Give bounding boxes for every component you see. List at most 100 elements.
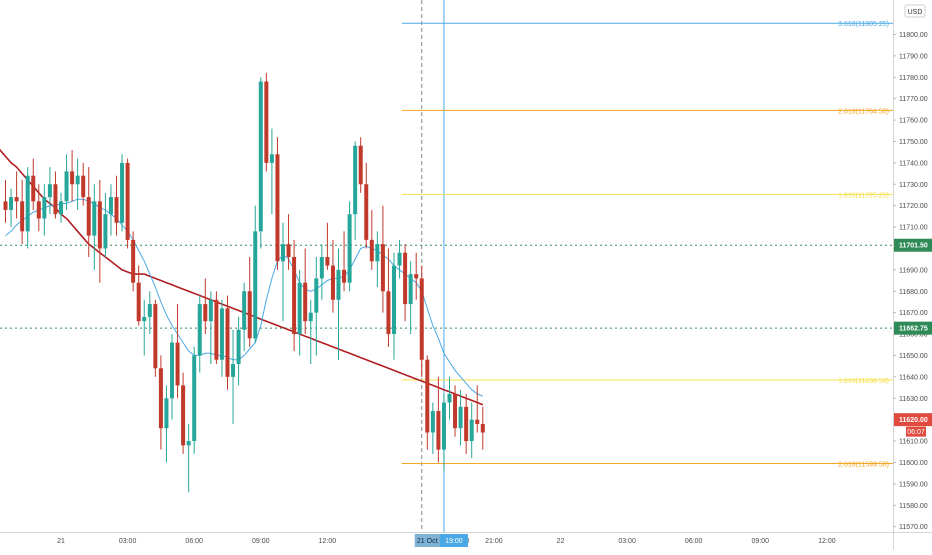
- time-tag: [439, 534, 468, 547]
- x-tick-label: 03:00: [618, 538, 636, 545]
- candle-body[interactable]: [436, 411, 441, 450]
- candle-body[interactable]: [142, 316, 147, 322]
- candle-body[interactable]: [31, 175, 36, 202]
- candle-body[interactable]: [281, 244, 285, 262]
- candle-body[interactable]: [70, 171, 75, 185]
- candle-body[interactable]: [120, 162, 125, 223]
- candle-body[interactable]: [375, 244, 380, 262]
- y-tick-label: 11730.00: [899, 182, 928, 189]
- candle-body[interactable]: [275, 154, 280, 262]
- candle-body[interactable]: [175, 342, 180, 386]
- price-axis[interactable]: [893, 0, 932, 532]
- candle-body[interactable]: [319, 257, 324, 279]
- candle-body[interactable]: [42, 197, 47, 219]
- candle-body[interactable]: [36, 201, 41, 219]
- candle-body[interactable]: [136, 282, 141, 322]
- candle-body[interactable]: [414, 274, 419, 279]
- candle-body[interactable]: [364, 184, 369, 240]
- candle-body[interactable]: [97, 201, 102, 249]
- candle-body[interactable]: [297, 282, 302, 335]
- candle-body[interactable]: [158, 368, 163, 429]
- candle-body[interactable]: [392, 265, 396, 335]
- candle-body[interactable]: [330, 265, 335, 300]
- candle-body[interactable]: [419, 278, 424, 360]
- candle-body[interactable]: [453, 393, 458, 429]
- x-tick-label: 06:00: [185, 538, 203, 545]
- candle-body[interactable]: [353, 145, 358, 215]
- candle-body[interactable]: [264, 81, 269, 163]
- candle-body[interactable]: [170, 342, 174, 399]
- candle-body[interactable]: [441, 402, 446, 450]
- candle-body[interactable]: [403, 252, 408, 305]
- candle-body[interactable]: [253, 231, 258, 339]
- candle-body[interactable]: [103, 214, 108, 249]
- candle-body[interactable]: [258, 81, 263, 232]
- candle-body[interactable]: [336, 269, 341, 300]
- candle-body[interactable]: [197, 304, 202, 356]
- candle-body[interactable]: [386, 291, 391, 335]
- y-tick-label: 11690.00: [899, 267, 928, 274]
- candle-body[interactable]: [125, 162, 130, 240]
- candle-body[interactable]: [92, 201, 97, 236]
- candle-body[interactable]: [425, 359, 430, 433]
- candle-body[interactable]: [81, 175, 86, 198]
- candle-body[interactable]: [380, 244, 385, 292]
- candle-body[interactable]: [53, 184, 58, 215]
- candle-body[interactable]: [208, 299, 213, 322]
- candle-body[interactable]: [164, 398, 169, 429]
- candle-body[interactable]: [3, 201, 8, 210]
- candle-body[interactable]: [203, 304, 208, 322]
- candle-body[interactable]: [430, 411, 435, 433]
- candle-body[interactable]: [247, 291, 252, 339]
- candle-body[interactable]: [308, 312, 313, 322]
- candle-body[interactable]: [358, 145, 363, 185]
- candle-body[interactable]: [25, 175, 30, 232]
- candle-body[interactable]: [214, 299, 219, 360]
- candle-body[interactable]: [114, 197, 119, 223]
- candle-body[interactable]: [303, 282, 308, 322]
- x-tick-label: 12:00: [319, 538, 337, 545]
- candle-body[interactable]: [408, 274, 413, 305]
- candle-body[interactable]: [475, 419, 480, 424]
- candle-body[interactable]: [86, 197, 91, 236]
- candle-body[interactable]: [286, 244, 291, 258]
- candle-body[interactable]: [464, 406, 469, 442]
- candle-body[interactable]: [231, 364, 236, 377]
- candle-body[interactable]: [292, 257, 297, 335]
- candle-body[interactable]: [458, 406, 463, 429]
- candle-body[interactable]: [75, 175, 80, 185]
- candle-body[interactable]: [347, 214, 352, 283]
- plot-area[interactable]: [0, 0, 893, 532]
- candle-body[interactable]: [153, 304, 158, 369]
- candle-body[interactable]: [131, 239, 136, 283]
- x-tick-label: 22: [557, 538, 565, 545]
- candle-body[interactable]: [325, 257, 330, 266]
- candle-body[interactable]: [47, 184, 52, 198]
- x-tick-label: 21: [57, 538, 65, 545]
- candle-body[interactable]: [186, 441, 191, 446]
- candle-body[interactable]: [314, 278, 319, 313]
- candle-body[interactable]: [397, 252, 402, 266]
- candle-body[interactable]: [181, 385, 186, 446]
- candle-body[interactable]: [219, 308, 224, 360]
- candle-body[interactable]: [447, 393, 452, 403]
- candle-body[interactable]: [342, 269, 347, 283]
- candle-body[interactable]: [14, 197, 19, 202]
- currency-badge[interactable]: [904, 4, 926, 18]
- candle-body[interactable]: [20, 201, 25, 232]
- candle-body[interactable]: [192, 355, 197, 442]
- candle-body[interactable]: [242, 291, 247, 330]
- candle-body[interactable]: [9, 197, 14, 210]
- candle-body[interactable]: [225, 308, 230, 377]
- candle-body[interactable]: [269, 154, 274, 163]
- candle-body[interactable]: [369, 239, 374, 262]
- candle-body[interactable]: [108, 197, 113, 215]
- candle-body[interactable]: [59, 201, 63, 215]
- candle-body[interactable]: [469, 419, 474, 442]
- candle-body[interactable]: [147, 304, 152, 317]
- candle-body[interactable]: [64, 171, 69, 202]
- candle-body[interactable]: [236, 329, 241, 365]
- candle-body[interactable]: [480, 423, 485, 433]
